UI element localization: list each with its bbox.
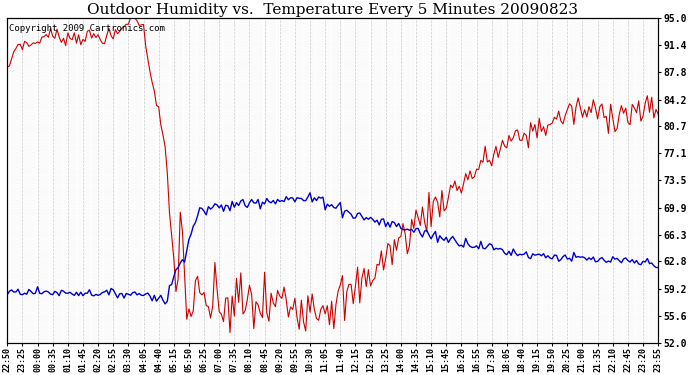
Text: Copyright 2009 Cartronics.com: Copyright 2009 Cartronics.com (8, 24, 164, 33)
Title: Outdoor Humidity vs.  Temperature Every 5 Minutes 20090823: Outdoor Humidity vs. Temperature Every 5… (87, 3, 578, 17)
